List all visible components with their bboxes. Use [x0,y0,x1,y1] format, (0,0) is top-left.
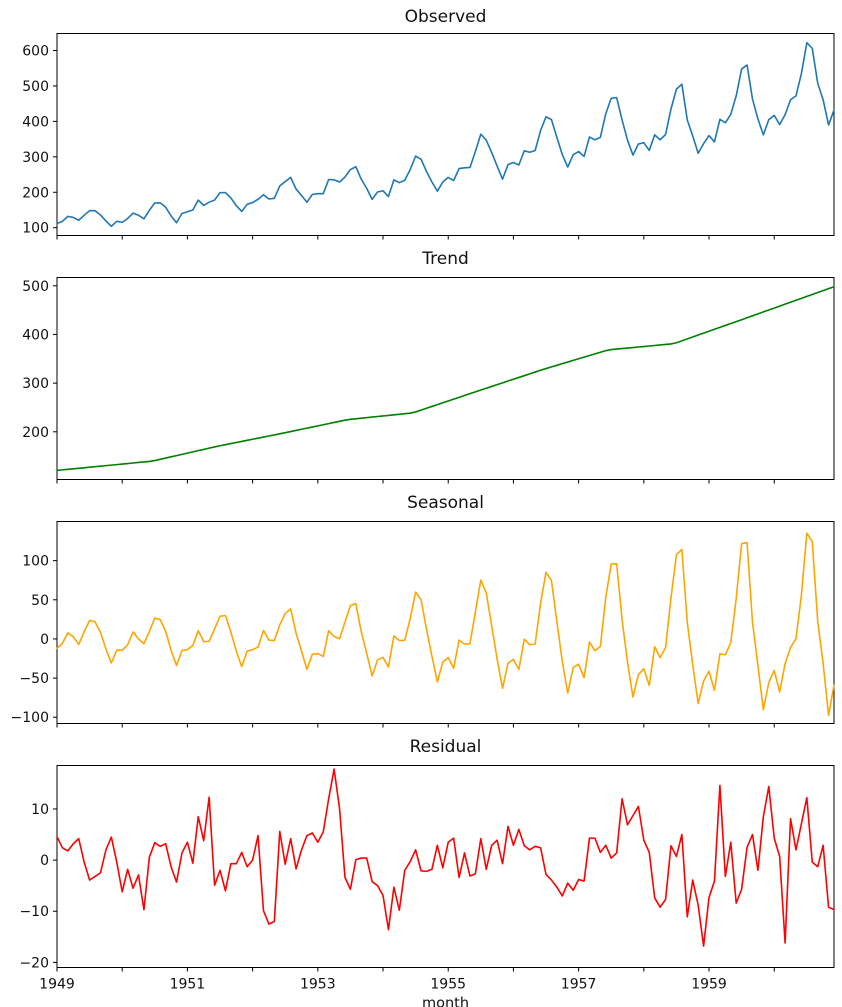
y-tick-label: 0 [40,632,49,648]
y-tick-label: 10 [31,802,49,818]
seasonal-plot: −100 −50 0 50 100 [11,521,835,728]
y-tick-label: 300 [22,376,49,392]
y-tick-label: 100 [22,554,49,570]
residual-plot: −20 −10 0 10 1949 1951 1953 1955 1957 1959 month [19,765,835,1007]
trend-title: Trend [422,248,469,269]
y-tick-label: −100 [11,710,49,726]
x-tick-label: 1951 [170,977,206,993]
seasonal-panel: Seasonal −100 −50 0 50 100 [0,484,842,728]
y-tick-label: 100 [22,221,49,237]
y-tick-label: 400 [22,327,49,343]
x-tick-label: 1953 [300,977,336,993]
observed-title: Observed [404,6,487,27]
x-axis-label: month [422,996,469,1007]
trend-plot: 200 300 400 500 [22,277,835,484]
seasonal-axes-frame [56,521,835,724]
y-tick-label: 600 [22,44,49,60]
residual-line [56,768,835,947]
y-tick-label: 500 [22,279,49,295]
x-tick-label: 1957 [561,977,597,993]
seasonal-line [56,532,835,717]
x-tick-label: 1949 [39,977,75,993]
x-tick-label: 1959 [691,977,727,993]
y-tick-label: −10 [19,904,49,920]
y-tick-label: 500 [22,79,49,95]
residual-title: Residual [409,736,482,757]
y-tick-label: 300 [22,150,49,166]
residual-axes-frame [56,765,835,968]
trend-line [56,285,835,472]
observed-panel: Observed 100 200 300 400 500 600 [0,0,842,240]
residual-panel: Residual −20 −10 0 10 1949 1951 1953 1955 1957 19… [0,728,842,1007]
x-tick-label: 1955 [430,977,466,993]
y-tick-label: 200 [22,425,49,441]
y-tick-label: 400 [22,114,49,130]
y-tick-label: 50 [31,593,49,609]
observed-plot: 100 200 300 400 500 600 [22,33,835,240]
observed-axes-frame [56,33,835,236]
seasonal-title: Seasonal [407,492,484,513]
y-tick-label: 0 [40,853,49,869]
y-tick-label: −20 [19,955,49,971]
observed-line [56,41,835,228]
y-tick-label: −50 [19,671,49,687]
y-tick-label: 200 [22,185,49,201]
trend-axes-frame [56,277,835,480]
trend-panel: Trend 200 300 400 500 [0,240,842,484]
